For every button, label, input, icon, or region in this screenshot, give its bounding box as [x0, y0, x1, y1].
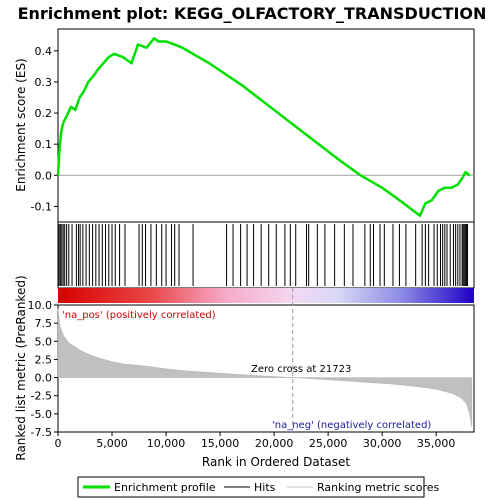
legend-box: [77, 476, 425, 498]
metric-y-tick-label: 2.5: [35, 353, 53, 366]
x-axis: 0 5,000 10,000 15,000 20,000 25,000 30,000 35,0…: [55, 432, 456, 450]
legend: Enrichment profile Hits Ranking metric s…: [77, 476, 439, 498]
es-y-tick-label: 0.2: [35, 107, 53, 120]
metric-y-tick-label: -5.0: [31, 408, 52, 421]
na-pos-annotation: 'na_pos' (positively correlated): [62, 310, 216, 321]
es-y-tick-label: -0.1: [31, 200, 52, 213]
es-y-tick-label: 0.1: [35, 138, 53, 151]
es-y-axis-label: Enrichment score (ES): [14, 58, 28, 191]
metric-y-axis-label: Ranked list metric (PreRanked): [14, 275, 28, 460]
metric-y-tick-label: 7.5: [35, 317, 53, 330]
es-y-axis: -0.1 0.0 0.1 0.2 0.3 0.4: [31, 45, 58, 213]
es-y-tick-label: 0.4: [35, 45, 53, 58]
metric-y-tick-label: 5.0: [35, 335, 53, 348]
x-tick-label: 10,000: [147, 437, 186, 450]
metric-y-tick-label: 10.0: [28, 299, 53, 312]
x-tick-label: 5,000: [96, 437, 128, 450]
enrichment-profile-series: [56, 37, 471, 218]
legend-metric-label: Ranking metric scores: [317, 481, 439, 494]
metric-y-axis: -7.5 -5.0 -2.5 0.0 2.5 5.0 7.5 10.0: [28, 299, 58, 439]
ranked-metric-area: [57, 308, 473, 427]
x-tick-label: 35,000: [417, 437, 456, 450]
metric-y-tick-label: 0.0: [35, 372, 53, 385]
hit-lines: [58, 224, 469, 286]
metric-y-tick-label: -2.5: [31, 390, 52, 403]
x-tick-label: 0: [55, 437, 62, 450]
metric-y-tick-label: -7.5: [31, 426, 52, 439]
es-y-tick-label: 0.3: [35, 76, 53, 89]
x-tick-label: 30,000: [363, 437, 402, 450]
ranked-metric-series: [57, 308, 473, 427]
hits-panel-frame: [57, 221, 475, 289]
x-tick-label: 25,000: [309, 437, 348, 450]
x-tick-label: 20,000: [255, 437, 294, 450]
enrichment-profile-line: [56, 37, 471, 218]
legend-enrichment-label: Enrichment profile: [114, 481, 216, 494]
legend-hits-label: Hits: [254, 481, 276, 494]
ranked-list-color-bar: [58, 288, 474, 303]
x-tick-label: 15,000: [201, 437, 240, 450]
chart-title: Enrichment plot: KEGG_OLFACTORY_TRANSDUC…: [18, 4, 487, 23]
es-panel-frame: [57, 28, 475, 223]
zero-cross-annotation: Zero cross at 21723: [251, 364, 351, 375]
es-y-tick-label: 0.0: [35, 169, 53, 182]
x-axis-label: Rank in Ordered Dataset: [202, 455, 350, 469]
na-neg-annotation: 'na_neg' (negatively correlated): [272, 420, 431, 431]
